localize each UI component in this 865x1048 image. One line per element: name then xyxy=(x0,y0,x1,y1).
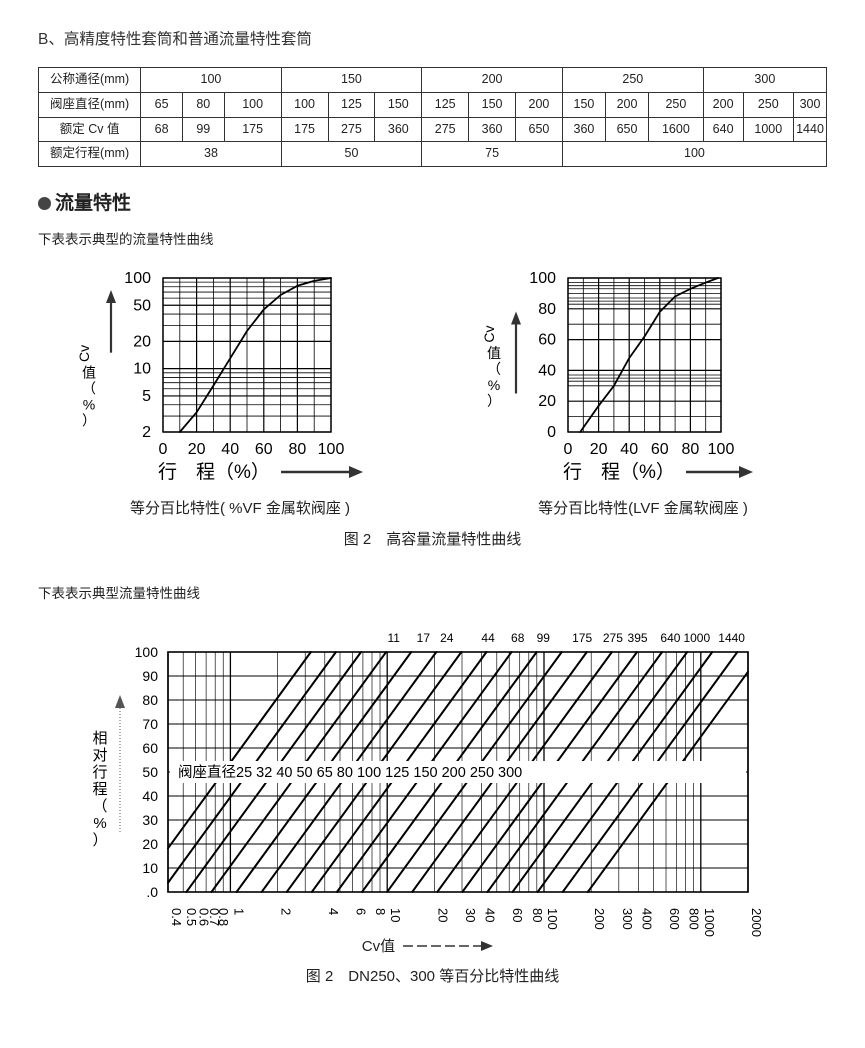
svg-text:对: 对 xyxy=(92,747,107,764)
svg-text:400: 400 xyxy=(639,908,654,930)
svg-text:20: 20 xyxy=(188,441,206,458)
svg-text:（: （ xyxy=(92,798,107,815)
svg-text:）: ） xyxy=(487,393,501,409)
svg-text:%: % xyxy=(83,396,95,412)
svg-text:20: 20 xyxy=(590,441,608,458)
svg-text:）: ） xyxy=(92,832,107,849)
svg-text:100: 100 xyxy=(545,908,560,930)
svg-text:30: 30 xyxy=(463,908,478,922)
svg-text:640: 640 xyxy=(660,631,680,645)
svg-text:）: ） xyxy=(82,412,96,428)
svg-text:Cv: Cv xyxy=(76,345,92,362)
svg-text:800: 800 xyxy=(687,908,702,930)
svg-text:50: 50 xyxy=(142,764,158,780)
svg-text:.0: .0 xyxy=(146,884,158,900)
svg-text:80: 80 xyxy=(289,441,307,458)
svg-text:20: 20 xyxy=(538,393,556,410)
svg-text:（: （ xyxy=(487,361,501,377)
svg-text:阀座直径25 32 40 50 65 80: 阀座直径25 32 40 50 65 80 100 125 150 200 25… xyxy=(178,764,522,781)
svg-text:80: 80 xyxy=(682,441,700,458)
svg-text:60: 60 xyxy=(255,441,273,458)
svg-text:80: 80 xyxy=(142,692,158,708)
svg-text:17: 17 xyxy=(417,631,431,645)
svg-text:10: 10 xyxy=(142,860,158,876)
svg-text:11: 11 xyxy=(387,631,400,645)
svg-text:275: 275 xyxy=(603,631,623,645)
svg-text:68: 68 xyxy=(511,631,525,645)
svg-text:40: 40 xyxy=(620,441,638,458)
svg-text:0.4: 0.4 xyxy=(169,908,184,926)
svg-text:175: 175 xyxy=(572,631,592,645)
svg-text:4: 4 xyxy=(326,908,341,915)
svg-text:0.8: 0.8 xyxy=(216,908,231,926)
svg-text:600: 600 xyxy=(667,908,682,930)
svg-text:99: 99 xyxy=(537,631,551,645)
svg-text:Cv: Cv xyxy=(481,326,497,343)
svg-text:60: 60 xyxy=(510,908,525,922)
svg-text:24: 24 xyxy=(440,631,454,645)
svg-text:%: % xyxy=(93,815,106,832)
svg-text:10: 10 xyxy=(388,908,403,922)
svg-text:100: 100 xyxy=(529,270,556,287)
svg-text:100: 100 xyxy=(318,441,345,458)
svg-text:40: 40 xyxy=(221,441,239,458)
svg-text:40: 40 xyxy=(142,788,158,804)
svg-text:1000: 1000 xyxy=(702,908,717,937)
svg-text:40: 40 xyxy=(538,362,556,379)
svg-text:300: 300 xyxy=(620,908,635,930)
svg-text:50: 50 xyxy=(133,297,151,314)
svg-text:1: 1 xyxy=(231,908,246,915)
svg-text:6: 6 xyxy=(353,908,368,915)
svg-text:100: 100 xyxy=(135,644,159,660)
svg-text:1000: 1000 xyxy=(683,631,710,645)
svg-text:80: 80 xyxy=(530,908,545,922)
svg-text:20: 20 xyxy=(142,836,158,852)
svg-text:60: 60 xyxy=(142,740,158,756)
svg-text:2: 2 xyxy=(142,424,151,441)
svg-text:相: 相 xyxy=(92,730,107,747)
svg-text:44: 44 xyxy=(481,631,495,645)
svg-text:1440: 1440 xyxy=(718,631,745,645)
svg-text:值: 值 xyxy=(82,364,96,380)
svg-text:20: 20 xyxy=(133,333,151,350)
svg-text:0: 0 xyxy=(564,441,573,458)
svg-text:8: 8 xyxy=(373,908,388,915)
svg-text:2000: 2000 xyxy=(749,908,764,937)
svg-text:100: 100 xyxy=(708,441,735,458)
svg-text:2: 2 xyxy=(279,908,294,915)
svg-text:20: 20 xyxy=(435,908,450,922)
svg-text:100: 100 xyxy=(124,270,151,287)
svg-text:200: 200 xyxy=(592,908,607,930)
svg-text:90: 90 xyxy=(142,668,158,684)
svg-text:70: 70 xyxy=(142,716,158,732)
svg-text:40: 40 xyxy=(483,908,498,922)
svg-text:%: % xyxy=(488,377,500,393)
svg-text:10: 10 xyxy=(133,361,151,378)
svg-text:（: （ xyxy=(82,380,96,396)
svg-text:60: 60 xyxy=(651,441,669,458)
svg-text:30: 30 xyxy=(142,812,158,828)
svg-text:0: 0 xyxy=(159,441,168,458)
svg-text:行 程（%）: 行 程（%） xyxy=(563,461,675,483)
svg-text:值: 值 xyxy=(487,345,501,361)
svg-text:程: 程 xyxy=(92,781,107,798)
svg-text:80: 80 xyxy=(538,301,556,318)
svg-text:395: 395 xyxy=(628,631,648,645)
svg-text:行: 行 xyxy=(92,764,107,781)
svg-text:5: 5 xyxy=(142,388,151,405)
svg-text:60: 60 xyxy=(538,332,556,349)
svg-text:行 程（%）: 行 程（%） xyxy=(158,461,270,483)
svg-text:0: 0 xyxy=(547,424,556,441)
